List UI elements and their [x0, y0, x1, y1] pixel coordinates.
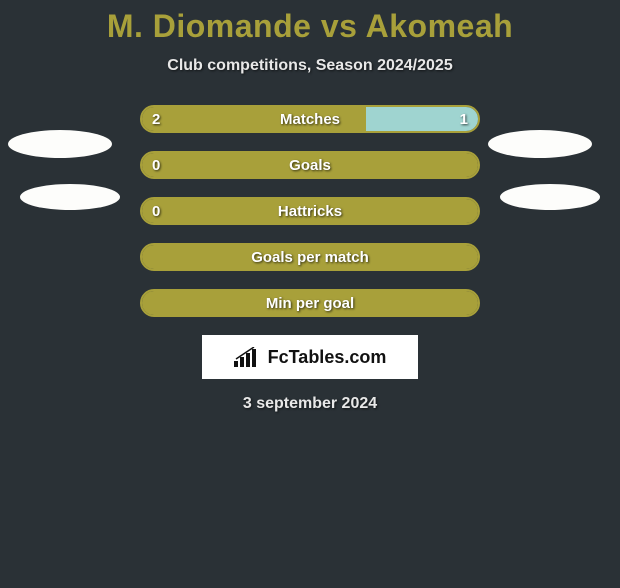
comparison-row: 0Goals [140, 151, 480, 179]
comparison-row: 0Hattricks [140, 197, 480, 225]
bars-icon [234, 347, 262, 367]
brand-badge: FcTables.com [202, 335, 418, 379]
comparison-row: Goals per match [140, 243, 480, 271]
row-label: Matches [140, 105, 480, 133]
comparison-row: Min per goal [140, 289, 480, 317]
row-label: Min per goal [140, 289, 480, 317]
page-title: M. Diomande vs Akomeah [0, 8, 620, 45]
date-stamp: 3 september 2024 [0, 395, 620, 413]
decorative-ellipse [20, 184, 120, 210]
row-label: Hattricks [140, 197, 480, 225]
decorative-ellipse [500, 184, 600, 210]
decorative-ellipse [488, 130, 592, 158]
brand-text: FcTables.com [268, 347, 387, 368]
row-label: Goals [140, 151, 480, 179]
decorative-ellipse [8, 130, 112, 158]
row-label: Goals per match [140, 243, 480, 271]
subtitle: Club competitions, Season 2024/2025 [0, 57, 620, 75]
comparison-row: 21Matches [140, 105, 480, 133]
